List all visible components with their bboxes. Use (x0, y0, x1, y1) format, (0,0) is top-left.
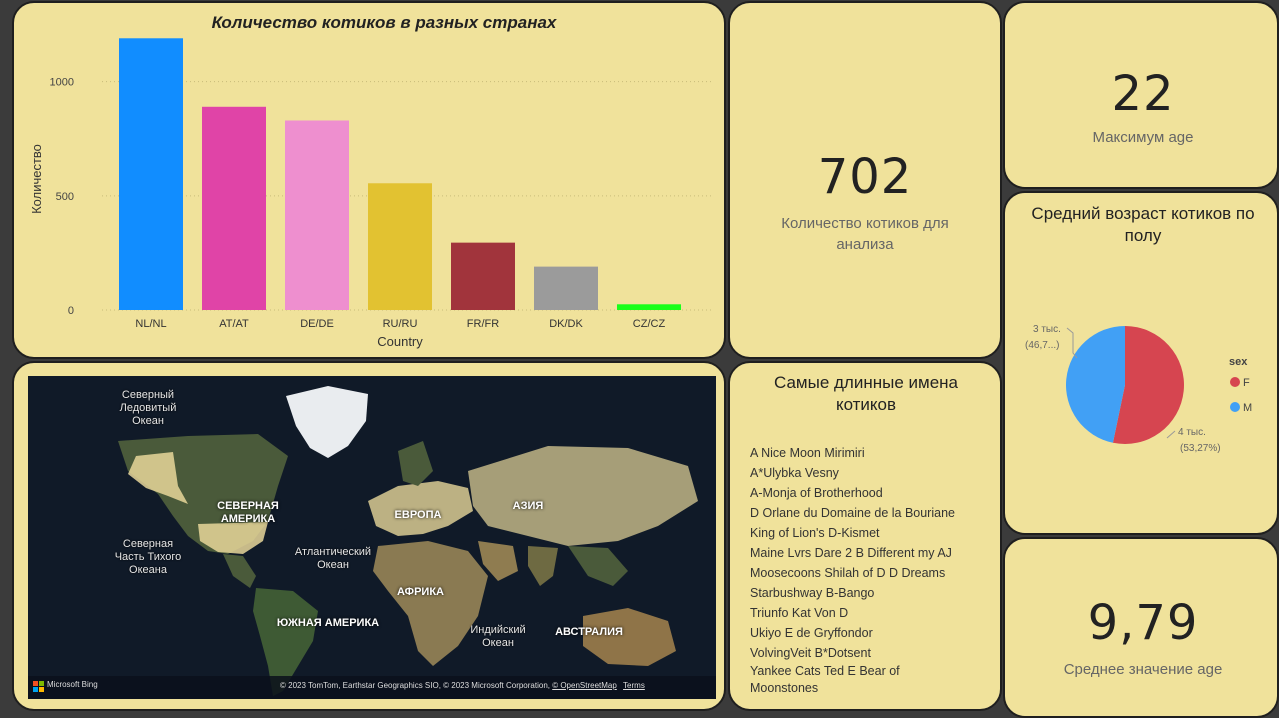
list-item: King of Lion's D-Kismet (750, 526, 880, 540)
bing-brand: Microsoft Bing (47, 680, 98, 689)
y-tick-label: 0 (68, 305, 74, 317)
y-tick-label: 500 (56, 191, 74, 203)
y-tick-label: 1000 (50, 77, 74, 89)
kpi-count-card[interactable]: 702 Количество котиков для анализа (728, 1, 1002, 359)
x-tick-label: FR/FR (467, 318, 499, 330)
list-item: VolvingVeit B*Dotsent (750, 646, 871, 660)
pie-leader-m (1066, 327, 1078, 359)
attribution-text: © 2023 TomTom, Earthstar Geographics SIO… (280, 681, 550, 690)
pie-legend-f-marker (1230, 377, 1240, 387)
map-attribution-bar (28, 676, 716, 699)
bar-de-de[interactable] (285, 120, 349, 310)
world-map[interactable] (28, 376, 716, 699)
kpi-count-value: 702 (817, 149, 913, 205)
map-label-pacific: Северная Часть Тихого Океана (114, 538, 182, 576)
africa-shape (373, 541, 488, 666)
alaska-highlight[interactable] (128, 452, 188, 504)
scandinavia-shape (398, 441, 433, 486)
australia-shape (583, 608, 676, 666)
map-card[interactable]: Северный Ледовитый Океан СЕВЕРНАЯ АМЕРИК… (12, 361, 726, 711)
map-view[interactable]: Северный Ледовитый Океан СЕВЕРНАЯ АМЕРИК… (28, 376, 716, 699)
list-item: Maine Lvrs Dare 2 B Different my AJ (750, 546, 952, 560)
map-label-africa: АФРИКА (397, 586, 444, 598)
map-attribution: © 2023 TomTom, Earthstar Geographics SIO… (280, 681, 645, 690)
pie-legend-title: sex (1229, 356, 1248, 368)
map-label-australia: АВСТРАЛИЯ (555, 626, 623, 638)
terms-link[interactable]: Terms (623, 681, 645, 690)
bar-at-at[interactable] (202, 106, 266, 311)
south-america-shape (253, 588, 318, 696)
osm-link[interactable]: © OpenStreetMap (552, 681, 617, 690)
bing-logo-yellow (39, 687, 44, 692)
pie-leader-f (1166, 430, 1176, 439)
x-tick-label: RU/RU (383, 318, 418, 330)
bar-nl-nl[interactable] (119, 38, 183, 311)
kpi-avg-value: 9,79 (1087, 595, 1199, 651)
x-tick-label: AT/AT (219, 318, 249, 330)
pie-legend-m-marker (1230, 402, 1240, 412)
pie-slice-m[interactable] (1066, 326, 1125, 443)
names-list[interactable]: A Nice Moon Mirimiri A*Ulybka Vesny A-Mo… (750, 443, 990, 697)
x-tick-label: NL/NL (135, 318, 166, 330)
list-item: Ukiyo E de Gryffondor (750, 626, 873, 640)
map-label-asia: АЗИЯ (512, 500, 544, 512)
pie-legend-m-label[interactable]: M (1243, 402, 1252, 414)
map-label-atlantic: Атлантический Океан (294, 546, 372, 571)
pie-slice-f[interactable] (1112, 326, 1184, 444)
y-axis-title: Количество (29, 144, 44, 214)
bar-chart[interactable]: 0 500 1000 NL/NL AT/AT DE/DE RU/RU FR/FR DK/DK C… (14, 3, 728, 361)
kpi-max-card[interactable]: 22 Максимум age (1003, 1, 1279, 189)
list-item: Moosecoons Shilah of D D Dreams (750, 566, 946, 580)
europe-highlight[interactable] (368, 481, 473, 536)
bar-fr-fr[interactable] (451, 242, 515, 310)
arabia-shape (478, 541, 518, 581)
list-item: Triunfo Kat Von D (750, 606, 849, 620)
names-card[interactable]: Самые длинные имена котиков A Nice Moon … (728, 361, 1002, 711)
kpi-avg-card[interactable]: 9,79 Среднее значение age (1003, 537, 1279, 718)
list-item: A-Monja of Brotherhood (750, 486, 883, 500)
map-label-indian: Индийский Океан (470, 624, 526, 649)
asia-highlight[interactable] (468, 446, 698, 546)
kpi-max-value: 22 (1111, 66, 1175, 122)
map-label-south-america: ЮЖНАЯ АМЕРИКА (276, 617, 380, 629)
pie-label-m-line2: (46,7...) (1025, 340, 1059, 351)
map-label-europe: ЕВРОПА (394, 509, 442, 521)
pie-label-f-line2: (53,27%) (1180, 443, 1221, 454)
southeast-asia-shape (568, 546, 628, 586)
kpi-count-label: Количество котиков для анализа (781, 215, 949, 253)
bing-logo-red (33, 681, 38, 686)
bar-chart-card[interactable]: Количество котиков в разных странах 0 500… (12, 1, 726, 359)
pie-chart-card[interactable]: Средний возраст котиков по полу 3 тыс. (… (1003, 191, 1279, 535)
names-title: Самые длинные имена котиков (774, 373, 958, 414)
bing-logo-blue (33, 687, 38, 692)
list-item: Yankee Cats Ted E Bear of Moonstones (750, 664, 900, 695)
x-tick-label: DE/DE (300, 318, 334, 330)
kpi-avg-label: Среднее значение age (1063, 661, 1223, 678)
pie-label-f-line1: 4 тыс. (1178, 427, 1206, 438)
x-axis-title: Country (377, 334, 423, 349)
list-item: A*Ulybka Vesny (750, 466, 839, 480)
bar-ru-ru[interactable] (368, 183, 432, 310)
map-label-arctic: Северный Ледовитый Океан (119, 389, 177, 427)
bing-logo-green (39, 681, 44, 686)
x-tick-label: DK/DK (549, 318, 583, 330)
bar-dk-dk[interactable] (534, 266, 598, 310)
kpi-max-label: Максимум age (1092, 129, 1194, 146)
pie-chart-title: Средний возраст котиков по полу (1031, 204, 1255, 245)
usa-highlight[interactable] (198, 522, 268, 554)
india-shape (528, 546, 558, 586)
list-item: D Orlane du Domaine de la Bouriane (750, 506, 955, 520)
pie-chart[interactable]: 3 тыс. (46,7...) 4 тыс. (53,27%) sex F M (1005, 193, 1279, 537)
list-item: Starbushway B-Bango (750, 586, 875, 600)
greenland-shape (286, 386, 368, 458)
bar-cz-cz[interactable] (617, 304, 681, 310)
x-tick-label: CZ/CZ (633, 318, 666, 330)
bar-chart-title: Количество котиков в разных странах (211, 13, 557, 32)
list-item: A Nice Moon Mirimiri (750, 446, 865, 460)
central-america-shape (223, 554, 256, 588)
map-label-north-america: СЕВЕРНАЯ АМЕРИКА (217, 500, 279, 525)
pie-label-m-line1: 3 тыс. (1033, 324, 1061, 335)
pie-legend-f-label[interactable]: F (1243, 377, 1250, 389)
